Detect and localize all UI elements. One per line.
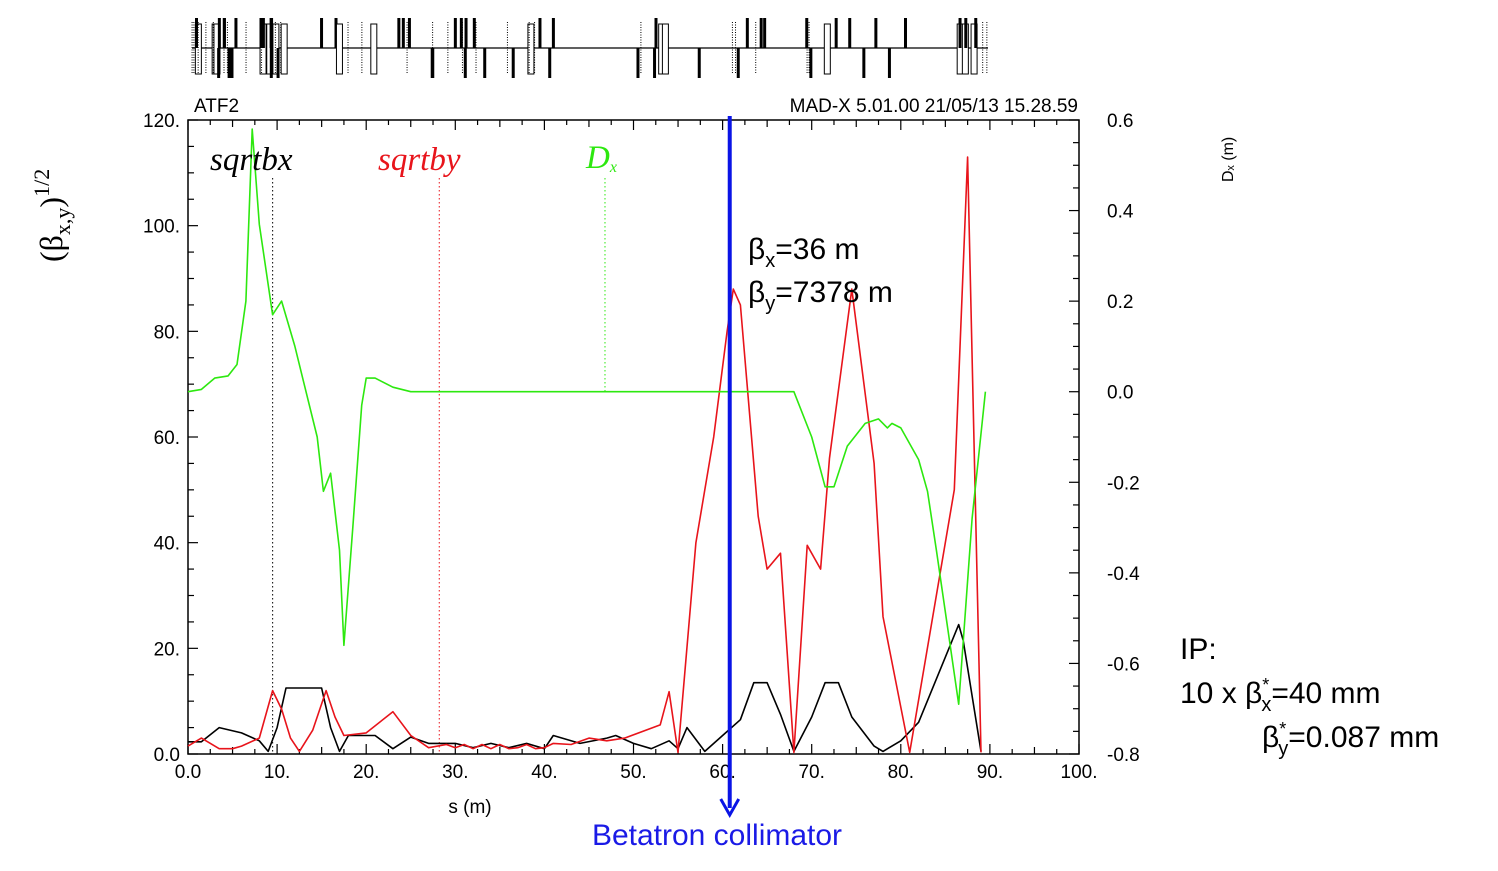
y-left-tick-label: 40.: [154, 534, 180, 555]
lattice-dipole: [280, 23, 288, 75]
legend-dx-sub: x: [609, 159, 617, 176]
ylabel-base: (β: [33, 235, 69, 262]
series-dx: [187, 128, 987, 706]
x-tick-label: 60.: [709, 762, 735, 783]
beta-x-annotation: βx=36 m: [748, 233, 859, 272]
ip-line1: 10 x β* x=40 mm: [1180, 675, 1381, 716]
x-tick-label: 40.: [531, 762, 557, 783]
collimator-arrow: [719, 116, 741, 819]
axis-ticks: [187, 119, 1080, 755]
lattice-dipole: [527, 23, 535, 75]
x-tick-label: 10.: [264, 762, 290, 783]
legend-dx: Dx: [585, 140, 617, 176]
y-right-tick-label: -0.4: [1107, 564, 1140, 585]
y-axis-label-left: (βx,y)1/2: [29, 169, 75, 262]
y-left-tick-label: 20.: [154, 639, 180, 660]
legend-dx-main: D: [585, 140, 610, 176]
data-series: [187, 128, 987, 754]
collimator-label: Betatron collimator: [592, 819, 842, 852]
y-right-tick-label: -0.2: [1107, 473, 1140, 494]
ylabel-sup: 1/2: [29, 169, 54, 197]
y-right-tick-label: 0.6: [1107, 111, 1133, 132]
lattice-dipole: [823, 23, 831, 75]
x-tick-label: 70.: [798, 762, 824, 783]
lattice-dipole: [370, 23, 378, 75]
beta-y-annotation: βy=7378 m: [748, 276, 893, 315]
y-right-tick-label: -0.6: [1107, 654, 1140, 675]
y-left-tick-label: 0.0: [154, 745, 180, 766]
legend-sqrtby: sqrtby: [378, 142, 461, 178]
y-right-tick-label: 0.2: [1107, 292, 1133, 313]
x-axis-label: s (m): [448, 797, 491, 818]
lattice-dipole: [194, 23, 202, 75]
legend-marker-lines: [272, 178, 606, 754]
lattice-dipole: [335, 23, 343, 75]
y-right-tick-label: 0.4: [1107, 202, 1134, 223]
x-tick-label: 20.: [353, 762, 379, 783]
series-sqrtby: [187, 156, 982, 754]
y-right-tick-label: -0.8: [1107, 745, 1140, 766]
header-right: MAD-X 5.01.00 21/05/13 15.28.59: [790, 96, 1078, 117]
lattice-dipole: [970, 23, 978, 75]
y-right-tick-label: 0.0: [1107, 383, 1133, 404]
axis-tick-labels: 0.0 10. 20. 30. 40. 50. 60. 70. 80. 90. 100. 0.0 20.…: [143, 111, 1140, 783]
y-axis-label-right: Dₓ (m): [1220, 137, 1237, 182]
header-left: ATF2: [194, 96, 239, 117]
ip-title: IP:: [1180, 633, 1217, 666]
y-left-tick-label: 60.: [154, 428, 180, 449]
ip-line2: β* y=0.087 mm: [1262, 719, 1439, 760]
legend-sqrtbx: sqrtbx: [210, 142, 293, 178]
svg-text:Dₓ (m): Dₓ (m): [1220, 137, 1237, 182]
lattice-layout-strip: [191, 18, 988, 78]
ylabel-sub: x,y: [50, 208, 75, 236]
y-left-tick-label: 100.: [143, 217, 180, 238]
x-tick-label: 0.0: [175, 762, 201, 783]
lattice-dipole: [661, 23, 669, 75]
svg-text:(βx,y)1/2: (βx,y)1/2: [29, 169, 75, 262]
y-left-tick-label: 120.: [143, 111, 180, 132]
ylabel-close: ): [33, 197, 69, 208]
x-tick-label: 80.: [888, 762, 914, 783]
y-left-tick-label: 80.: [154, 322, 180, 343]
x-tick-label: 90.: [977, 762, 1003, 783]
x-tick-label: 30.: [442, 762, 468, 783]
x-tick-label: 100.: [1061, 762, 1098, 783]
x-tick-label: 50.: [620, 762, 646, 783]
series-sqrtbx: [188, 623, 982, 753]
